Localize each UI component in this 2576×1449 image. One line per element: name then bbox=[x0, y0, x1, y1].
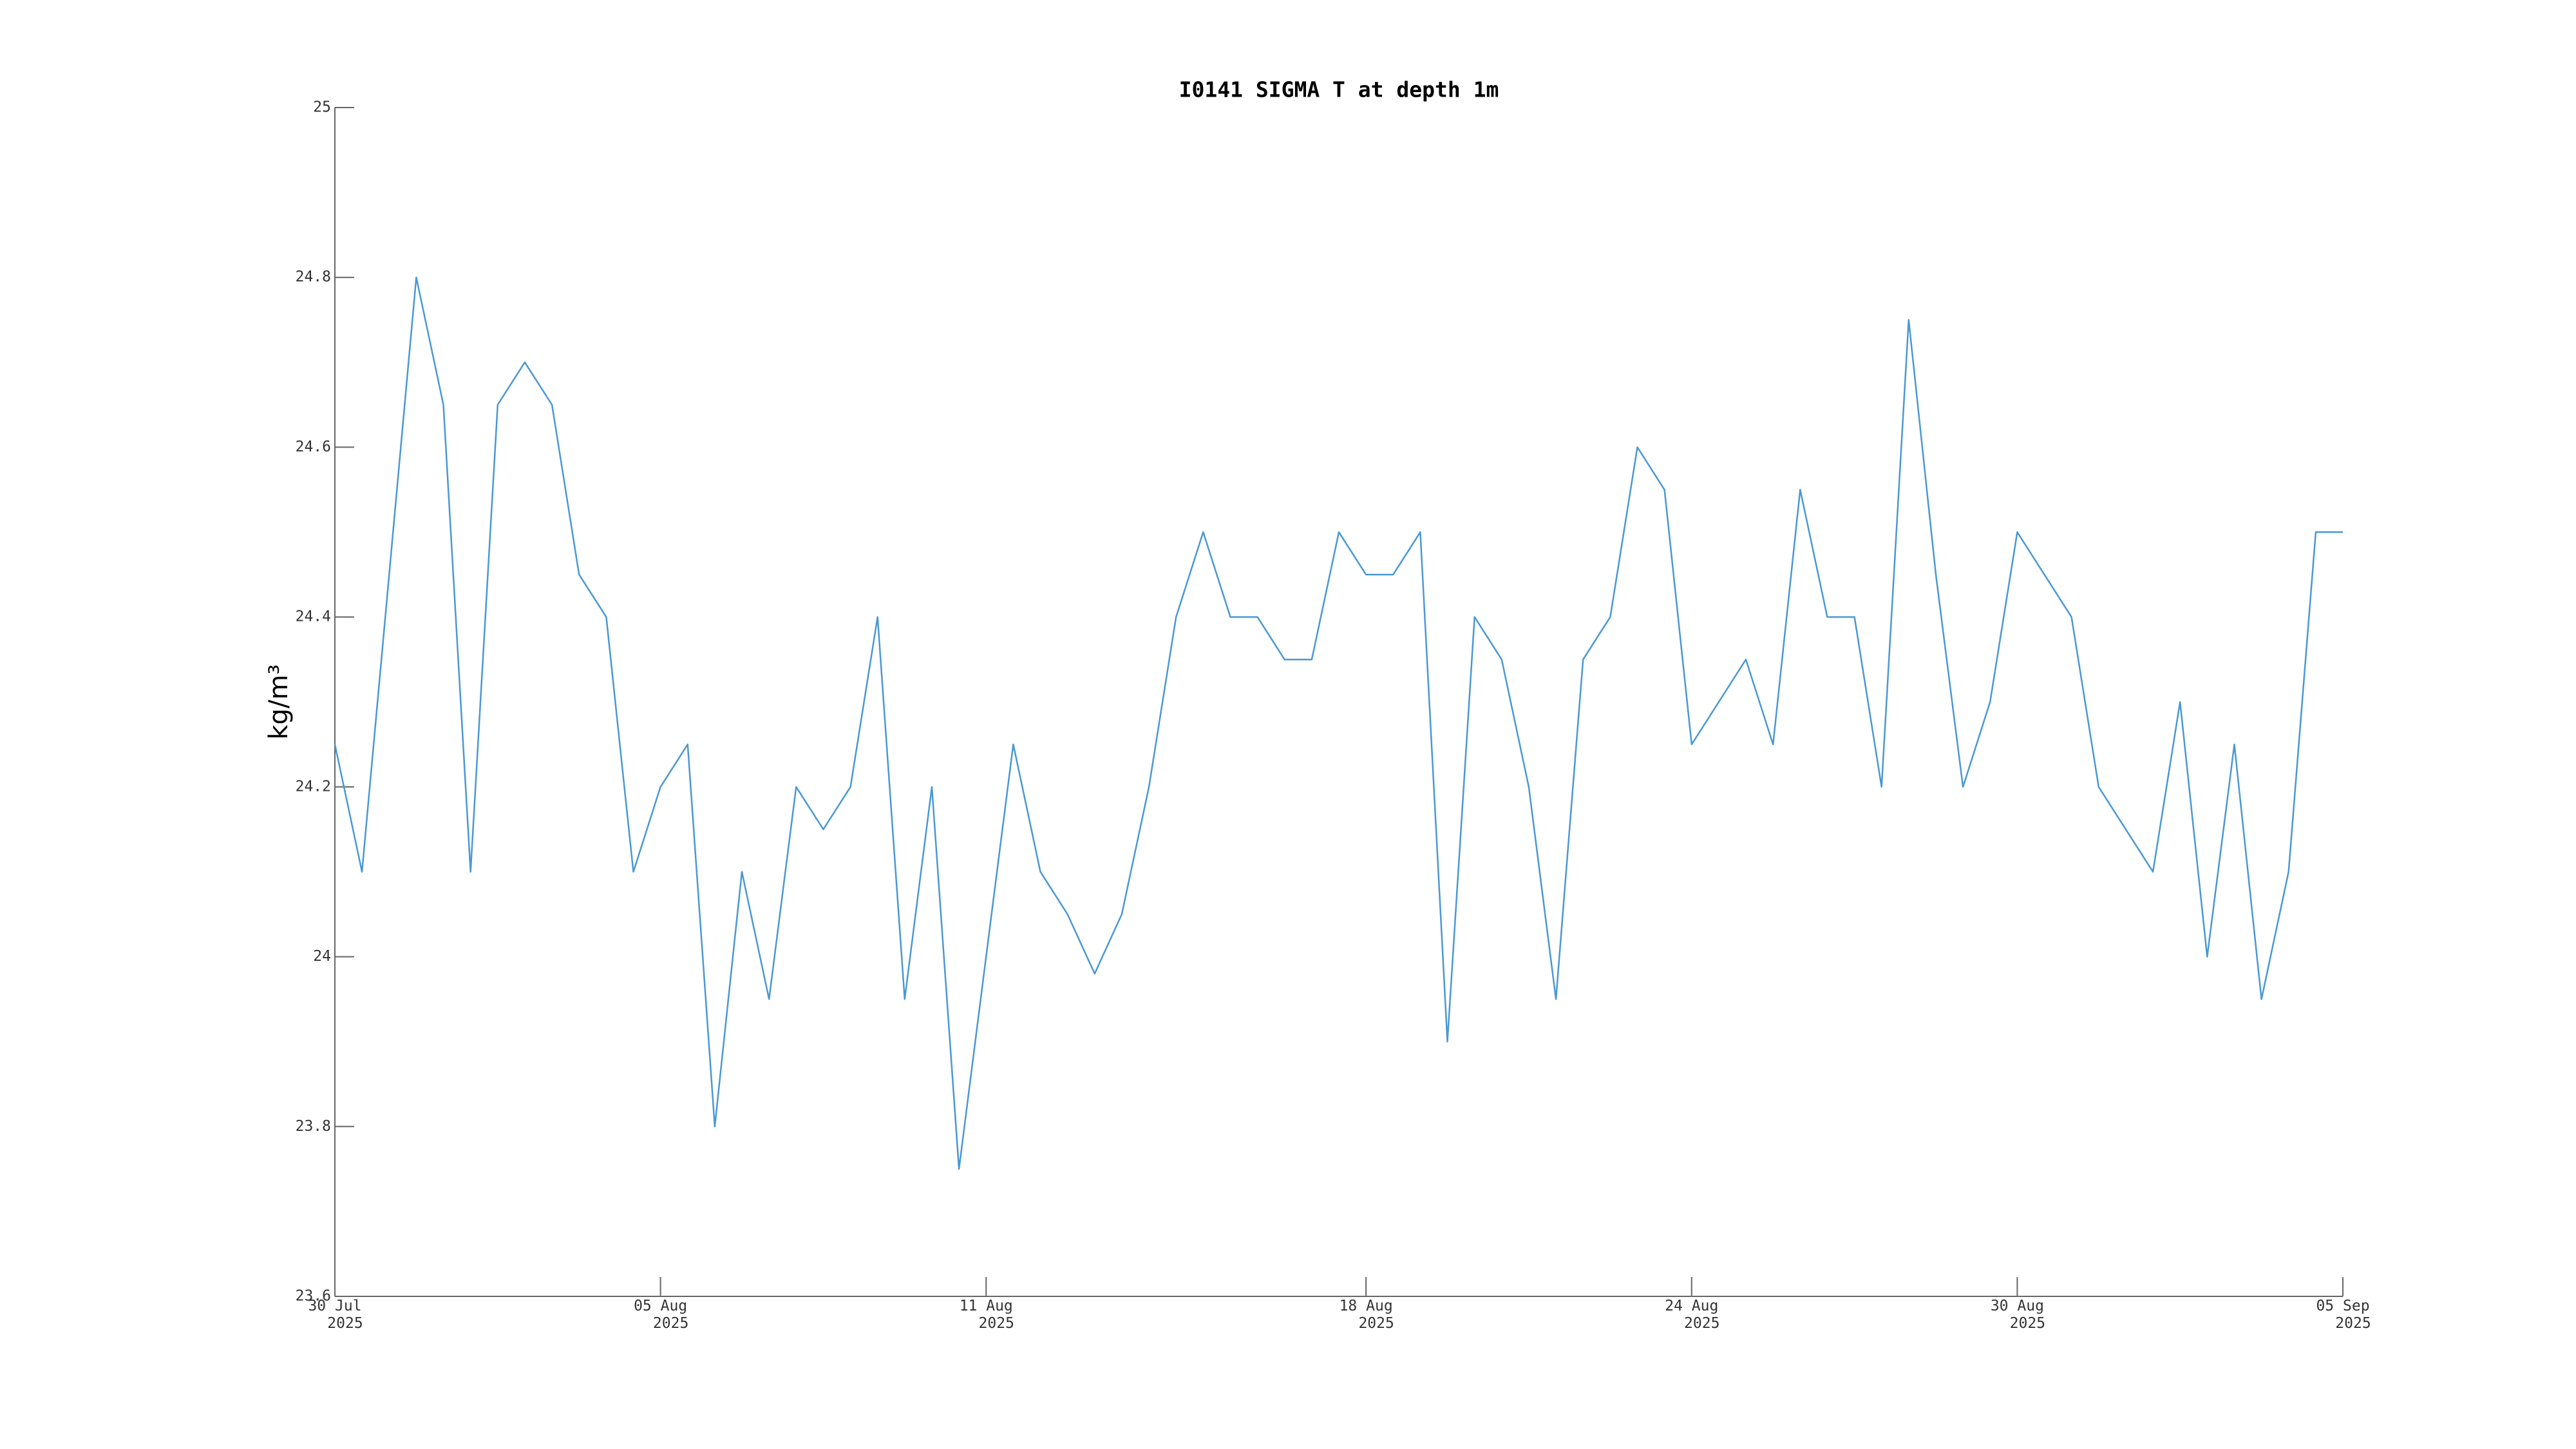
y-tick-label: 23.6 bbox=[296, 1288, 331, 1305]
y-tick-label: 24.6 bbox=[296, 439, 331, 455]
x-tick-label: 30 Aug 2025 bbox=[1991, 1298, 2045, 1332]
x-tick-label-line: 2025 bbox=[653, 1315, 688, 1332]
chart-title: I0141 SIGMA T at depth 1m bbox=[1179, 77, 1499, 102]
y-axis-label: kg/m³ bbox=[264, 664, 294, 739]
x-tick-label-line: 2025 bbox=[979, 1315, 1014, 1332]
x-tick-label-line: 18 Aug bbox=[1340, 1298, 1393, 1314]
x-tick-label-line: 05 Aug bbox=[634, 1298, 687, 1314]
y-tick-label: 24.2 bbox=[296, 778, 331, 795]
x-tick-label: 05 Aug 2025 bbox=[634, 1298, 688, 1332]
y-tick-label: 24.8 bbox=[296, 269, 331, 285]
data-line bbox=[334, 276, 2343, 1170]
x-tick-label-line: 30 Jul bbox=[308, 1298, 361, 1314]
x-tick-label-line: 30 Aug bbox=[1991, 1298, 2044, 1314]
x-tick-label-line: 2025 bbox=[2010, 1315, 2045, 1332]
y-tick-label: 24.4 bbox=[296, 609, 331, 625]
y-tick-label: 24 bbox=[313, 948, 331, 965]
x-tick-label-line: 2025 bbox=[2335, 1315, 2371, 1332]
x-tick-label-line: 11 Aug bbox=[960, 1298, 1013, 1314]
x-tick-label: 18 Aug 2025 bbox=[1340, 1298, 1394, 1332]
x-tick-label-line: 05 Sep bbox=[2316, 1298, 2369, 1314]
x-tick-label-line: 2025 bbox=[1358, 1315, 1394, 1332]
x-tick-label-line: 2025 bbox=[1684, 1315, 1719, 1332]
x-tick-label: 11 Aug 2025 bbox=[960, 1298, 1014, 1332]
y-tick-label: 25 bbox=[313, 99, 331, 116]
x-tick-label: 05 Sep 2025 bbox=[2316, 1298, 2371, 1332]
x-tick-label: 24 Aug 2025 bbox=[1665, 1298, 1719, 1332]
x-tick-label: 30 Jul 2025 bbox=[308, 1298, 363, 1332]
x-tick-label-line: 2025 bbox=[327, 1315, 363, 1332]
y-tick-label: 23.8 bbox=[296, 1118, 331, 1135]
x-tick-label-line: 24 Aug bbox=[1665, 1298, 1718, 1314]
